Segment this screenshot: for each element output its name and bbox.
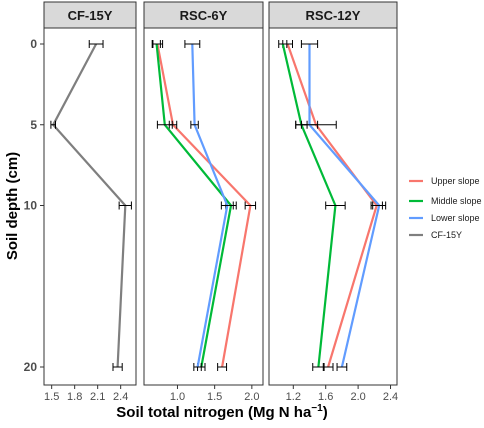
panel-1-strip (43, 1, 137, 29)
panel-2-series-2-errorbar-0 (152, 40, 161, 48)
panel-1-series-1-errorbar-0 (88, 40, 104, 48)
panel-2-series-3-errorbar-0 (184, 40, 201, 48)
panel-3-series-3-line (308, 44, 381, 368)
panel-2-series-2-errorbar-1 (156, 120, 173, 129)
panel-2-strip (143, 1, 264, 29)
x-axis-title-close: ) (323, 404, 328, 421)
panel-3-strip (268, 1, 398, 29)
panel-2-series-3-errorbar-2 (220, 201, 234, 210)
y-tick-label-0: 0 (30, 37, 37, 51)
panel-3-series-2-line (281, 43, 337, 368)
y-tick-label-1: 5 (30, 118, 37, 132)
panel-1-series-1-errorbar-2 (118, 201, 132, 210)
panel-3-x-tick-label-3: 2.4 (383, 391, 398, 403)
panel-1-series-1-line (52, 43, 127, 368)
legend: Upper slope Middle slope Lower slope CF-15Y (409, 176, 482, 240)
panel-1-x-tick-label-0: 1.5 (44, 391, 59, 403)
panel-3-series-1-line (286, 43, 378, 368)
panel-1-frame (43, 27, 137, 386)
panel-1-title: CF-15Y (68, 8, 113, 23)
panel-1-series-1-errorbar-1 (50, 120, 56, 129)
panel-3-series-2-errorbar-0 (278, 40, 288, 48)
panel-3-frame (268, 27, 398, 386)
legend-label-2: Middle slope (431, 196, 482, 206)
panel-3-series-3-errorbar-1 (300, 120, 319, 129)
y-axis-title: Soil depth (cm) (4, 152, 21, 260)
y-tick-label-2: 10 (24, 199, 38, 213)
legend-label-1: Upper slope (431, 176, 480, 186)
panel-2-series-3-errorbar-1 (190, 120, 199, 129)
panel-3-series-2-errorbar-3 (312, 363, 325, 371)
legend-label-3: Lower slope (431, 213, 480, 223)
panel-3-x-tick-label-0: 1.2 (286, 391, 301, 403)
panel-2-title: RSC-6Y (180, 8, 228, 23)
x-axis-title-superscript: −1 (311, 403, 323, 414)
panel-1-series-1-errorbar-3 (112, 363, 123, 371)
panel-3-series-3-errorbar-2 (372, 201, 387, 210)
panel-1-x-tick-label-3: 2.4 (113, 391, 128, 403)
panel-2-frame (143, 27, 264, 386)
panel-2-series-1-errorbar-3 (217, 363, 228, 371)
panel-3-x-tick-label-2: 2.0 (350, 391, 365, 403)
panel-2-series-1-errorbar-2 (244, 201, 257, 210)
panel-2-series-3-line (191, 43, 229, 368)
panel-2-series-2-line (155, 43, 233, 368)
panel-2-x-tick-label-1: 1.5 (207, 391, 222, 403)
panel-3-series-3-errorbar-0 (300, 40, 319, 48)
x-axis-title-main: Soil total nitrogen (Mg N ha (116, 404, 312, 421)
panel-2-x-tick-label-2: 2.0 (244, 391, 259, 403)
panel-3-x-tick-label-1: 1.6 (318, 391, 333, 403)
panel-2-x-tick-label-0: 1.0 (170, 391, 185, 403)
legend-label-4: CF-15Y (431, 230, 462, 240)
panel-1-x-tick-label-1: 1.8 (67, 391, 82, 403)
panel-3-series-2-errorbar-2 (325, 201, 346, 210)
y-tick-label-3: 20 (24, 360, 38, 374)
x-axis-title: Soil total nitrogen (Mg N ha−1) (116, 403, 327, 421)
panel-3-title: RSC-12Y (306, 8, 361, 23)
panel-2-series-3-errorbar-3 (193, 363, 202, 371)
panel-1-x-tick-label-2: 2.1 (90, 391, 105, 403)
panel-3-series-3-errorbar-3 (336, 363, 348, 371)
